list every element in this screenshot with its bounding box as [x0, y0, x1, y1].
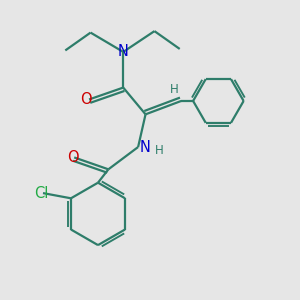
Text: N: N [139, 140, 150, 154]
Text: H: H [170, 83, 179, 96]
Text: O: O [80, 92, 92, 107]
Text: N: N [118, 44, 129, 59]
Text: Cl: Cl [34, 186, 49, 201]
Text: H: H [155, 144, 164, 157]
Text: O: O [67, 150, 79, 165]
